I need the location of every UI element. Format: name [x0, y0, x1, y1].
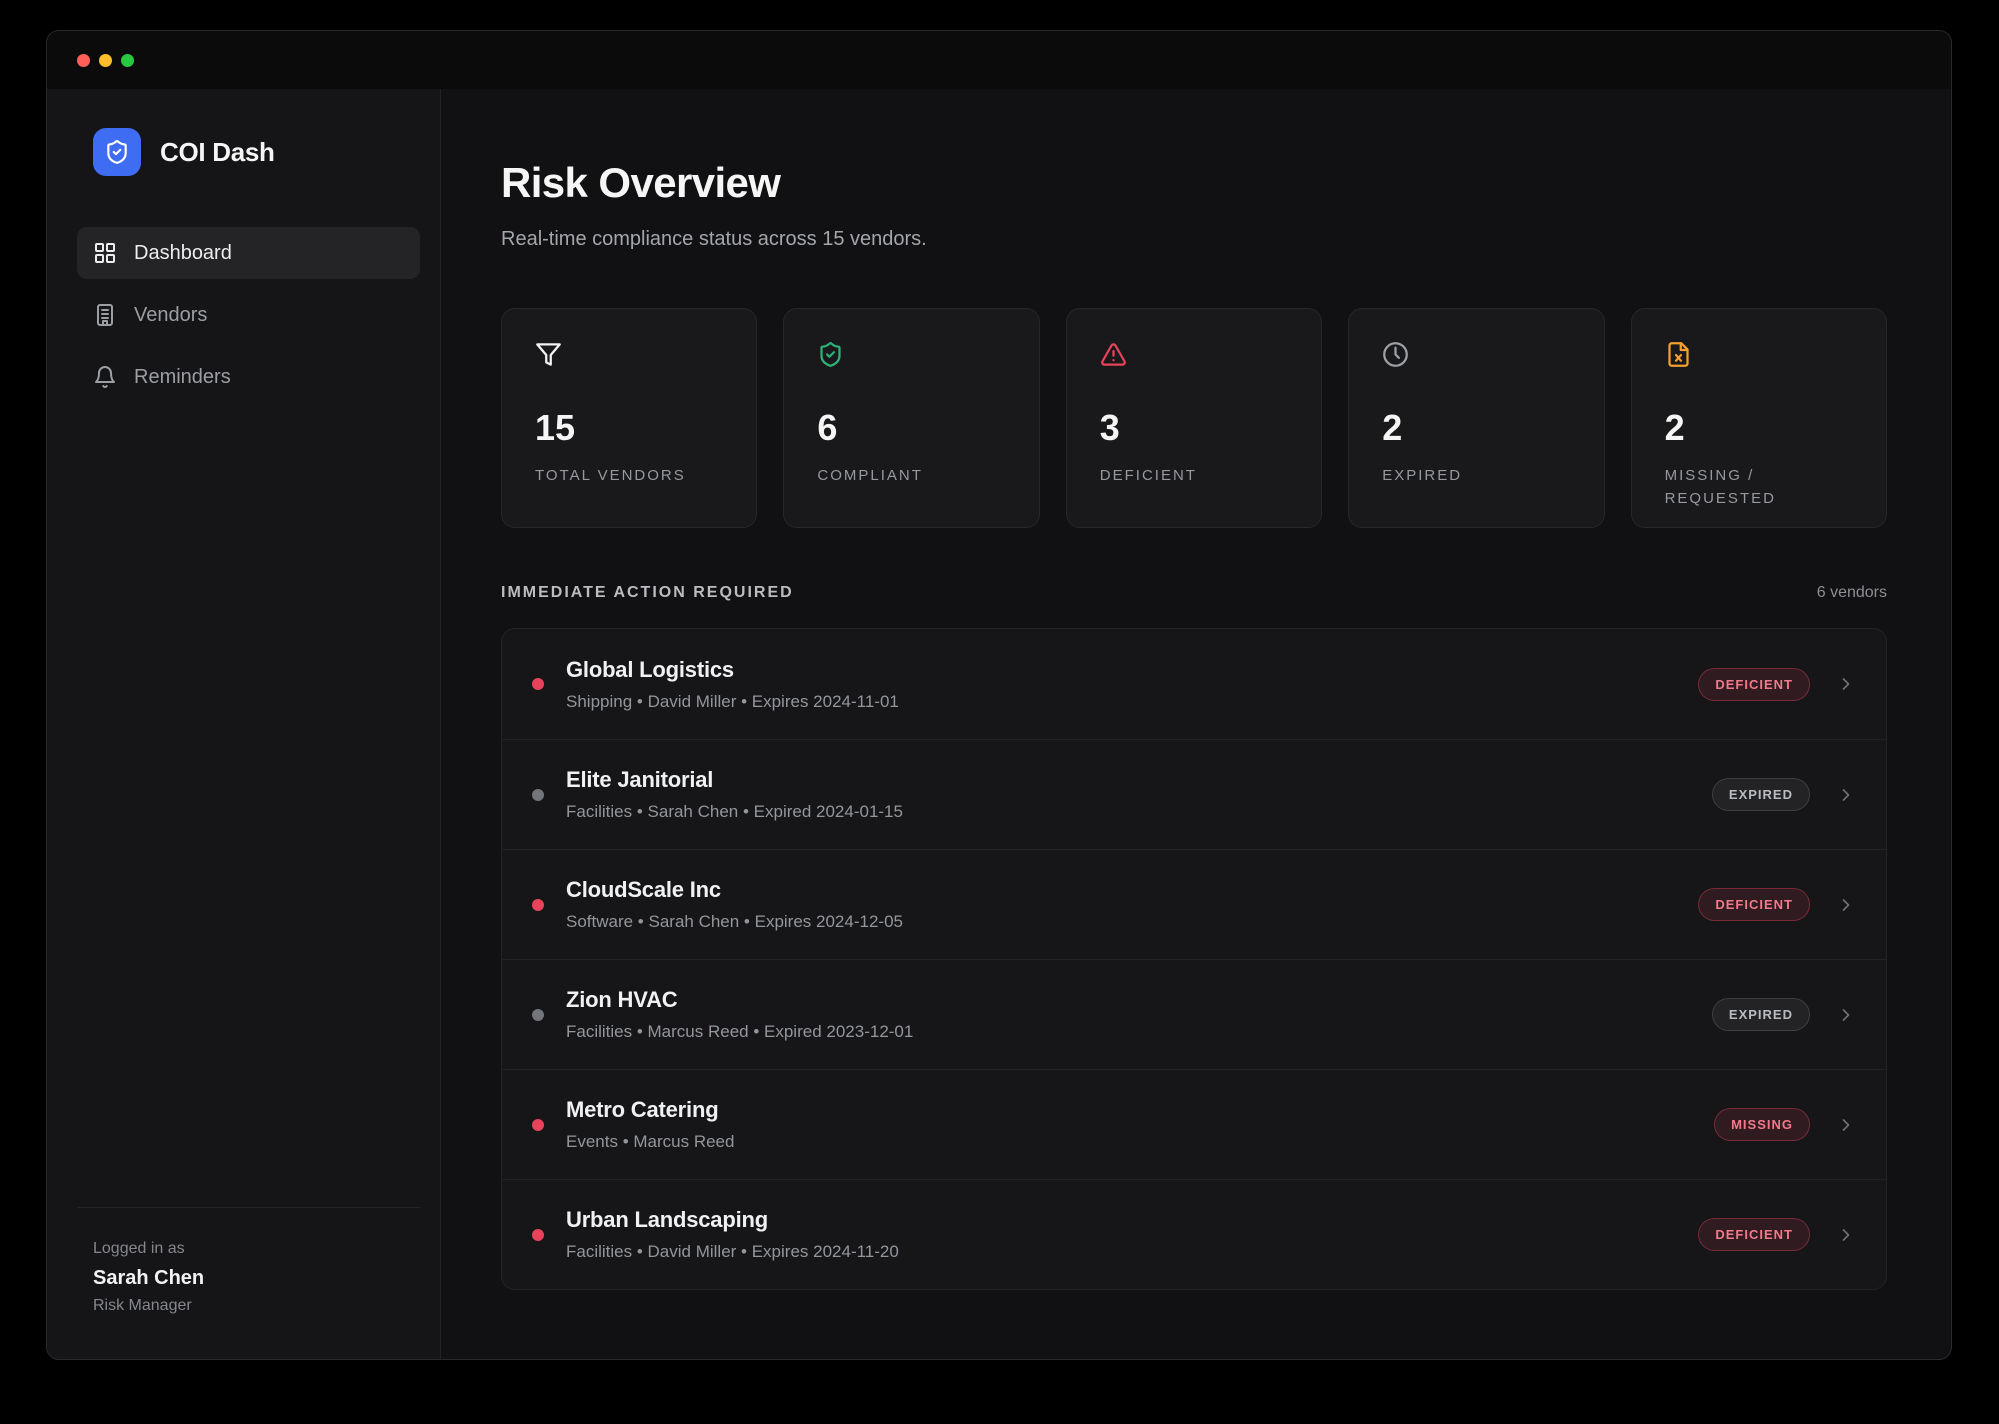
stat-label: DEFICIENT	[1099, 467, 1197, 484]
shield-check-icon	[817, 341, 1008, 373]
stat-value: 15	[535, 407, 576, 448]
minimize-button[interactable]	[99, 53, 112, 67]
vendor-meta: Shipping • David Miller • Expires 2024-1…	[566, 691, 899, 711]
chevron-right-icon	[1836, 1005, 1856, 1025]
chevron-right-icon	[1836, 785, 1856, 805]
status-badge: MISSING	[1714, 1108, 1810, 1141]
app-logo: COI Dash	[93, 128, 420, 176]
chevron-right-icon	[1836, 1115, 1856, 1135]
status-badge: EXPIRED	[1711, 778, 1810, 811]
stat-value: 2	[1382, 407, 1403, 448]
page-subtitle: Real-time compliance status across 15 ve…	[501, 228, 927, 250]
stat-label: TOTAL VENDORS	[535, 467, 686, 484]
stat-card-total-vendors: 15 TOTAL VENDORS	[501, 308, 758, 528]
vendor-row[interactable]: Urban Landscaping Facilities • David Mil…	[502, 1179, 1886, 1289]
logged-in-label: Logged in as	[93, 1240, 185, 1257]
vendor-name: Metro Catering	[566, 1097, 719, 1122]
status-badge: DEFICIENT	[1698, 888, 1810, 921]
alert-triangle-icon	[1100, 341, 1291, 373]
stat-label: MISSING / REQUESTED	[1664, 467, 1776, 508]
vendors-building-icon	[97, 304, 113, 326]
stat-card-compliant: 6 COMPLIANT	[783, 308, 1040, 528]
vendor-meta: Events • Marcus Reed	[566, 1132, 735, 1151]
status-dot	[532, 788, 544, 801]
status-badge: DEFICIENT	[1698, 667, 1810, 701]
user-name: Sarah Chen	[93, 1267, 205, 1289]
vendor-row[interactable]: Metro Catering Events • Marcus Reed MISS…	[502, 1069, 1886, 1179]
sidebar: COI Dash Dashboard Vendors	[47, 89, 441, 1359]
vendor-list: Global Logistics Shipping • David Miller…	[501, 628, 1887, 1290]
stats-row: 15 TOTAL VENDORS 6 COMPLIANT	[501, 308, 1887, 528]
chevron-right-icon	[1836, 895, 1856, 915]
section-header: IMMEDIATE ACTION REQUIRED 6 vendors	[501, 584, 1887, 602]
sidebar-nav: Dashboard Vendors Reminders	[77, 227, 420, 403]
vendor-name: Elite Janitorial	[566, 767, 714, 792]
vendor-row[interactable]: CloudScale Inc Software • Sarah Chen • E…	[502, 849, 1886, 959]
vendor-row[interactable]: Global Logistics Shipping • David Miller…	[502, 629, 1886, 739]
vendor-name: Urban Landscaping	[566, 1207, 768, 1232]
filter-icon	[535, 341, 726, 373]
vendor-meta: Software • Sarah Chen • Expires 2024-12-…	[566, 912, 903, 931]
page-title: Risk Overview	[501, 159, 781, 206]
status-badge: EXPIRED	[1711, 998, 1810, 1031]
dashboard-grid-icon	[95, 243, 115, 263]
zoom-button[interactable]	[121, 53, 134, 67]
window-titlebar	[47, 31, 1951, 89]
stat-value: 3	[1099, 407, 1120, 448]
vendor-name: Global Logistics	[566, 656, 734, 682]
traffic-lights	[77, 53, 134, 67]
stat-label: COMPLIANT	[817, 467, 923, 484]
app-window: COI Dash Dashboard Vendors	[46, 30, 1952, 1360]
sidebar-item-dashboard[interactable]: Dashboard	[77, 227, 420, 279]
user-role: Risk Manager	[93, 1297, 192, 1314]
stat-value: 6	[817, 407, 838, 448]
status-dot	[532, 678, 544, 690]
sidebar-footer: Logged in as Sarah Chen Risk Manager	[77, 1207, 420, 1315]
vendor-meta: Facilities • Sarah Chen • Expired 2024-0…	[566, 802, 903, 821]
status-dot	[532, 1008, 544, 1021]
stat-card-deficient: 3 DEFICIENT	[1065, 308, 1323, 528]
clock-icon	[1382, 341, 1573, 373]
vendor-name: Zion HVAC	[566, 987, 678, 1012]
main-content: Risk Overview Real-time compliance statu…	[441, 89, 1951, 1359]
vendor-meta: Facilities • David Miller • Expires 2024…	[566, 1242, 899, 1261]
stat-card-expired: 2 EXPIRED	[1348, 308, 1605, 528]
reminders-bell-icon	[95, 366, 115, 388]
close-button[interactable]	[77, 53, 90, 67]
stat-label: EXPIRED	[1382, 467, 1463, 484]
vendor-row[interactable]: Elite Janitorial Facilities • Sarah Chen…	[502, 739, 1886, 849]
vendor-row[interactable]: Zion HVAC Facilities • Marcus Reed • Exp…	[502, 959, 1886, 1069]
chevron-right-icon	[1836, 1225, 1856, 1245]
vendor-meta: Facilities • Marcus Reed • Expired 2023-…	[566, 1022, 914, 1041]
file-x-icon	[1665, 341, 1856, 373]
sidebar-item-label: Vendors	[134, 303, 208, 326]
status-dot	[532, 898, 544, 911]
status-dot	[532, 1118, 544, 1131]
sidebar-item-label: Dashboard	[134, 241, 232, 264]
section-title: IMMEDIATE ACTION REQUIRED	[501, 584, 794, 601]
sidebar-item-reminders[interactable]: Reminders	[77, 351, 420, 403]
section-count: 6 vendors	[1816, 584, 1887, 601]
status-dot	[532, 1228, 544, 1241]
sidebar-item-vendors[interactable]: Vendors	[77, 289, 420, 341]
status-badge: DEFICIENT	[1698, 1218, 1810, 1251]
stat-value: 2	[1664, 407, 1685, 448]
stat-card-missing-requested: 2 MISSING / REQUESTED	[1630, 308, 1887, 528]
app-title: COI Dash	[160, 136, 275, 167]
shield-check-icon	[93, 128, 141, 176]
vendor-name: CloudScale Inc	[566, 877, 721, 902]
sidebar-item-label: Reminders	[134, 365, 231, 388]
chevron-right-icon	[1836, 674, 1856, 694]
